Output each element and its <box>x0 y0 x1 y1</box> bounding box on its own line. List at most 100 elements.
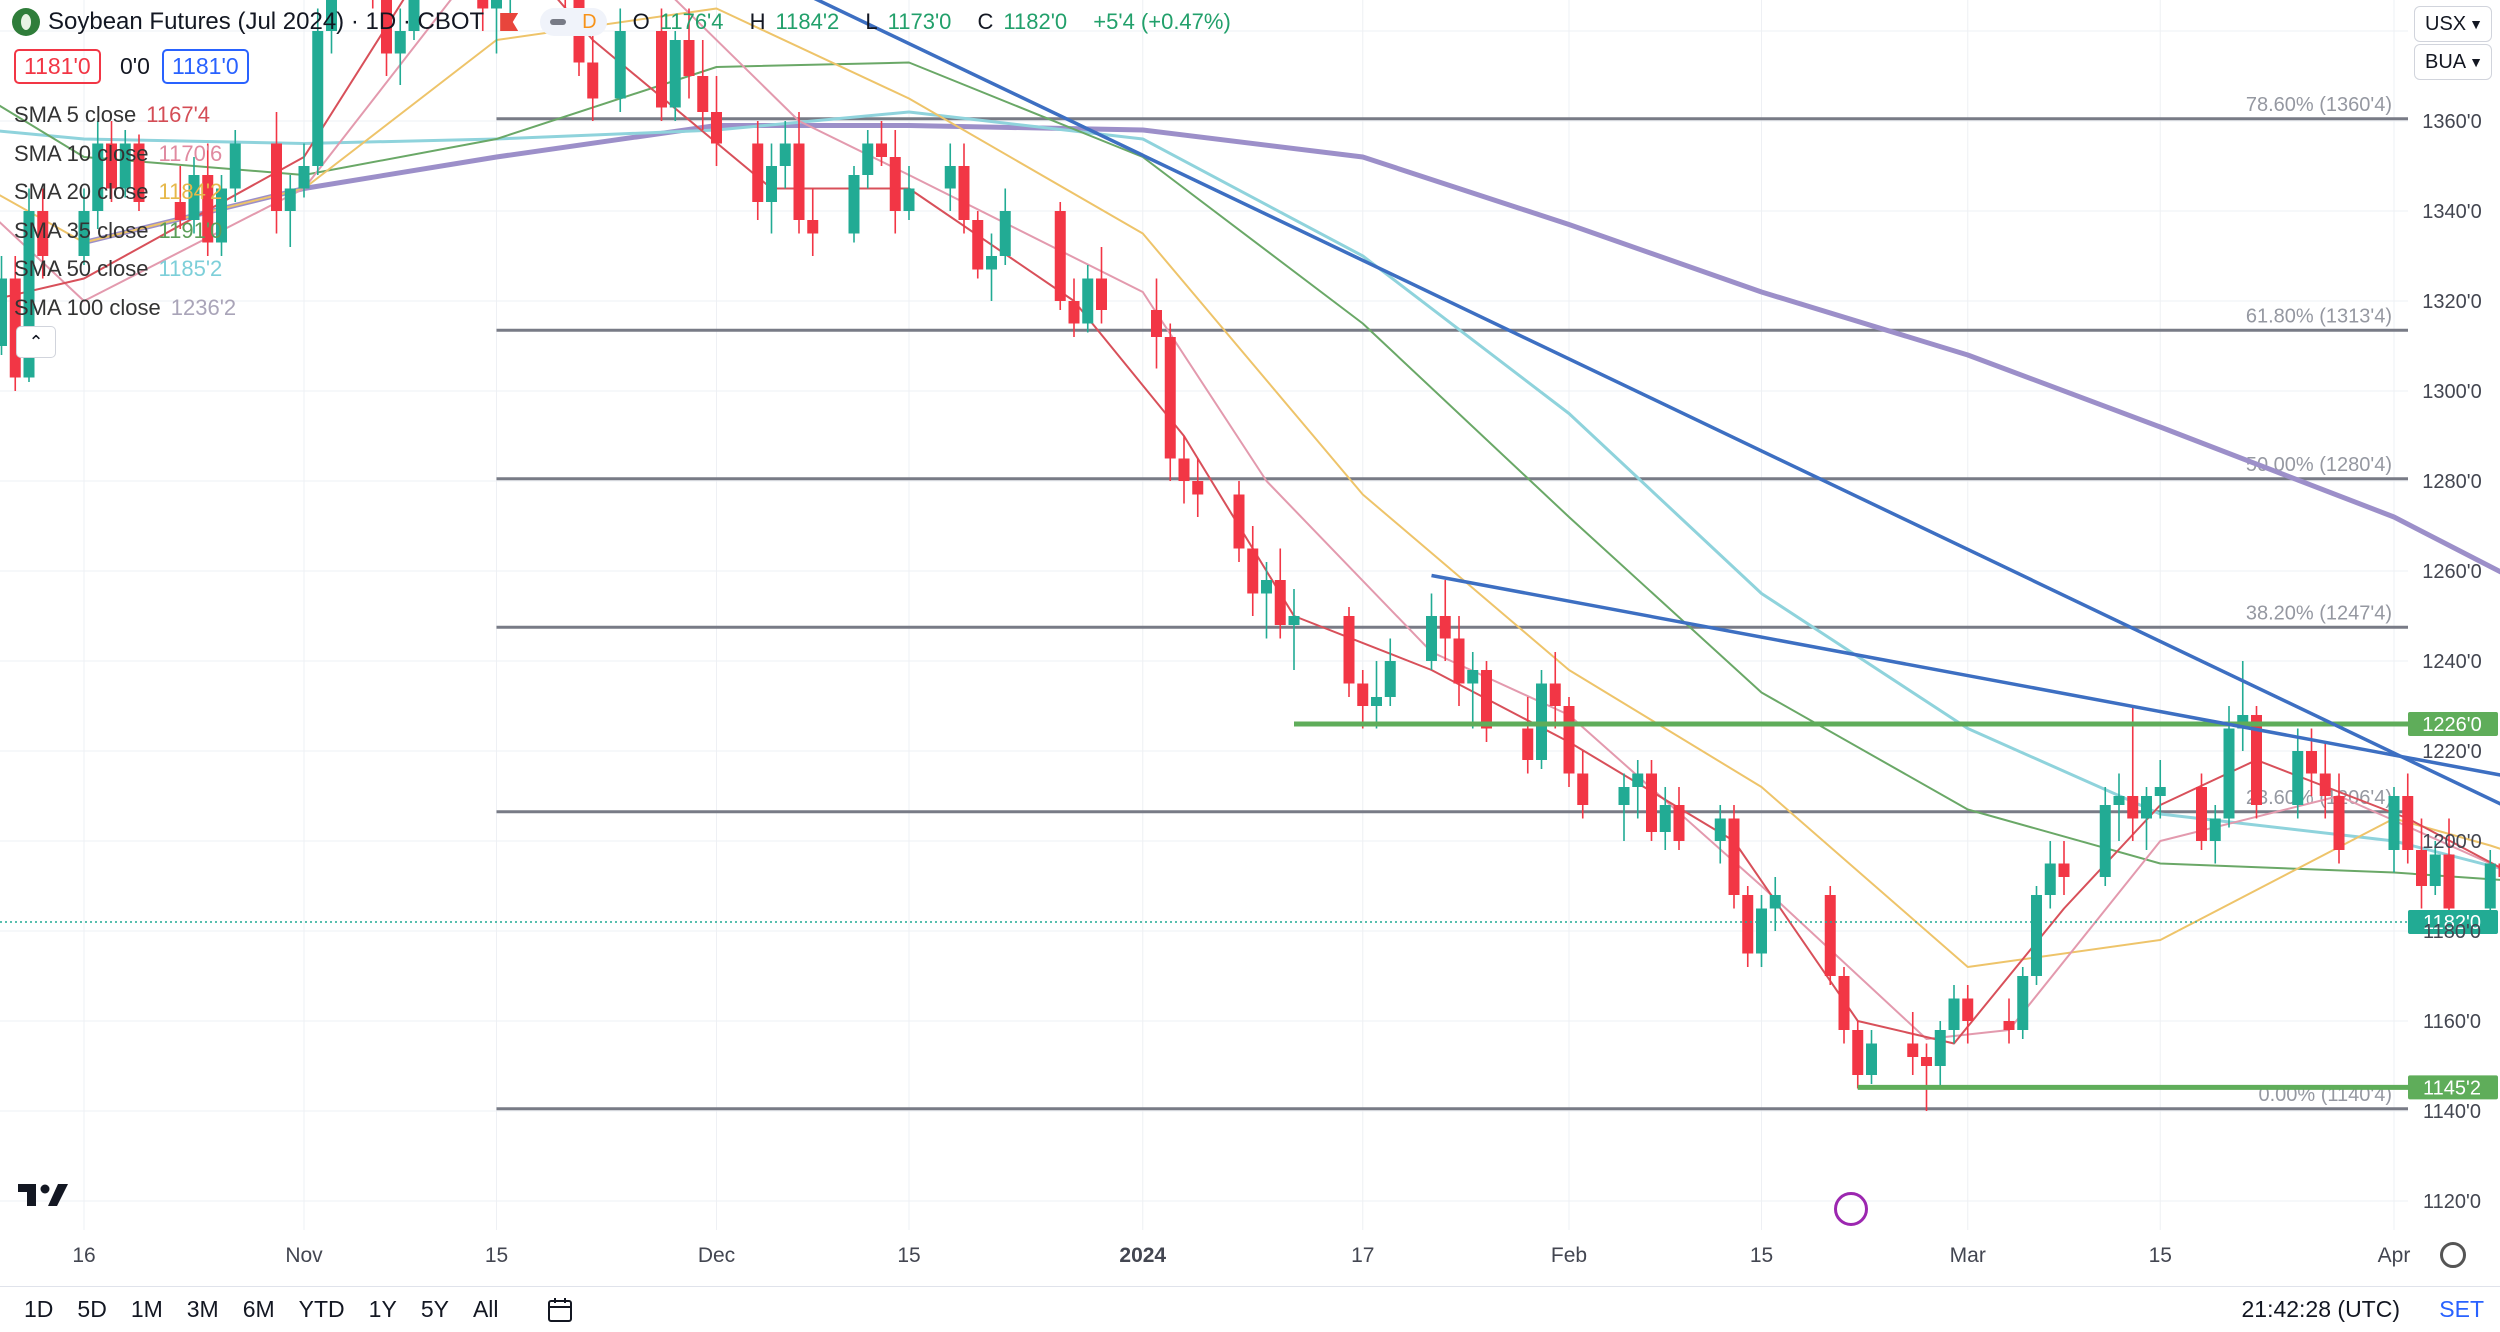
candle-body <box>807 220 818 234</box>
time-tick-label: 15 <box>485 1244 508 1267</box>
candle-body <box>1632 774 1643 788</box>
currency-select[interactable]: USX▼ <box>2414 6 2492 42</box>
candle-body <box>849 175 860 234</box>
sma-line <box>0 9 2500 968</box>
collapse-legend-button[interactable]: ⌃ <box>16 326 56 358</box>
candle-body <box>1357 684 1368 707</box>
candle-body <box>1000 211 1011 256</box>
candle-body <box>945 166 956 189</box>
candle-body <box>780 144 791 167</box>
candle-body <box>1715 819 1726 842</box>
support-price-label: 1226'0 <box>2422 714 2481 736</box>
timeframe-1y[interactable]: 1Y <box>369 1296 397 1323</box>
calendar-icon[interactable] <box>545 1295 575 1325</box>
time-tick-label: 15 <box>897 1244 920 1267</box>
candle-body <box>0 279 7 347</box>
candle-body <box>2485 864 2496 909</box>
candle-body <box>697 76 708 112</box>
candle-body <box>752 144 763 203</box>
fib-label: 23.60% (1206'4) <box>2246 787 2392 809</box>
candle-body <box>1426 616 1437 661</box>
symbol-title[interactable]: Soybean Futures (Jul 2024) · 1D · CBOT <box>48 8 484 36</box>
candle-body <box>2031 895 2042 976</box>
candle-body <box>1192 481 1203 495</box>
time-axis[interactable]: 16Nov15Dec15202417Feb15Mar15Apr15May15Ju… <box>72 1244 2500 1267</box>
bid-price[interactable]: 1181'0 <box>14 49 101 84</box>
candle-body <box>904 189 915 212</box>
gear-icon[interactable] <box>2440 1242 2466 1268</box>
timeframe-all[interactable]: All <box>473 1296 499 1323</box>
candle-body <box>959 166 970 220</box>
unit-select[interactable]: BUA▼ <box>2414 44 2492 80</box>
price-tick-label: 1340'0 <box>2422 201 2481 223</box>
price-axis[interactable]: 1420'01400'01380'01360'01340'01320'01300… <box>2422 0 2481 1213</box>
candle-body <box>2155 787 2166 796</box>
timeframe-5y[interactable]: 5Y <box>421 1296 449 1323</box>
market-status-pill[interactable]: D <box>540 8 606 36</box>
ask-price[interactable]: 1181'0 <box>162 49 249 84</box>
price-tick-label: 1300'0 <box>2422 381 2481 403</box>
price-tick-label: 1360'0 <box>2422 111 2481 133</box>
candle-body <box>1247 549 1258 594</box>
timeframe-6m[interactable]: 6M <box>243 1296 275 1323</box>
timeframe-ytd[interactable]: YTD <box>299 1296 345 1323</box>
candle-body <box>1660 805 1671 832</box>
fib-label: 50.00% (1280'4) <box>2246 454 2392 476</box>
timeframe-5d[interactable]: 5D <box>77 1296 106 1323</box>
candle-body <box>1770 895 1781 909</box>
candle-body <box>862 144 873 176</box>
candle-body <box>2017 976 2028 1030</box>
tradingview-logo-icon[interactable] <box>18 1184 68 1208</box>
candle-body <box>1289 616 1300 625</box>
timeframe-1d[interactable]: 1D <box>24 1296 53 1323</box>
sma-line <box>84 126 2500 675</box>
price-tick-label: 1120'0 <box>2423 1191 2481 1213</box>
candle-body <box>1179 459 1190 482</box>
candle-body <box>1440 616 1451 639</box>
settings-link[interactable]: SET <box>2439 1296 2484 1323</box>
bid-box[interactable]: 1181'0 <box>14 48 101 84</box>
lightning-icon[interactable] <box>1834 1192 1868 1226</box>
candle-body <box>1165 337 1176 459</box>
utc-clock[interactable]: 21:42:28 (UTC) <box>2241 1296 2400 1323</box>
candle-body <box>1467 670 1478 684</box>
candle-body <box>1234 495 1245 549</box>
timeframe-1m[interactable]: 1M <box>131 1296 163 1323</box>
candle-body <box>1371 697 1382 706</box>
candle-body <box>670 40 681 108</box>
time-tick-label: Apr <box>2378 1244 2411 1267</box>
candle-body <box>1069 301 1080 324</box>
candle-body <box>2210 819 2221 842</box>
candle-body <box>2306 751 2317 774</box>
candle-body <box>1275 580 1286 625</box>
mode-badge: D <box>582 11 596 34</box>
candle-body <box>766 166 777 202</box>
fib-label: 78.60% (1360'4) <box>2246 94 2392 116</box>
candle-body <box>1261 580 1272 594</box>
timeframe-3m[interactable]: 3M <box>187 1296 219 1323</box>
flag-icon[interactable] <box>500 13 518 31</box>
time-tick-label: 15 <box>2149 1244 2172 1267</box>
fibonacci-levels: 100.00% (1420'4)78.60% (1360'4)61.80% (1… <box>497 0 2409 1109</box>
ask-box[interactable]: 1181'0 <box>162 48 249 84</box>
price-tick-label: 1160'0 <box>2423 1011 2481 1033</box>
price-tick-label: 1320'0 <box>2422 291 2481 313</box>
candle-body <box>1096 279 1107 311</box>
time-tick-label: 15 <box>1750 1244 1773 1267</box>
time-tick-label: Mar <box>1950 1244 1986 1267</box>
candle-body <box>711 112 722 144</box>
candle-body <box>794 144 805 221</box>
